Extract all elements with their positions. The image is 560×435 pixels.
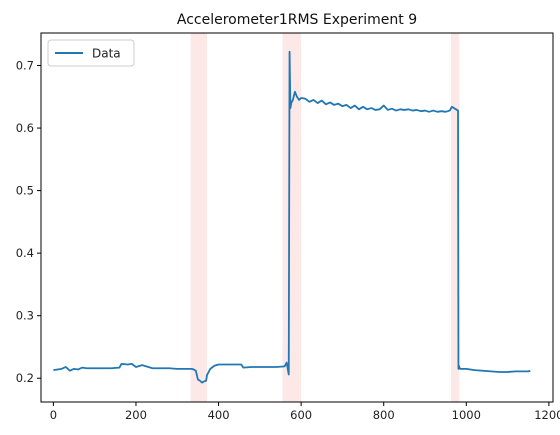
plot-frame <box>40 32 554 403</box>
highlight-region <box>282 33 302 402</box>
x-tick-label: 800 <box>373 408 395 422</box>
x-tick-label: 0 <box>50 408 57 422</box>
x-tick-label: 1000 <box>452 408 481 422</box>
x-tick-label: 1200 <box>534 408 560 422</box>
x-tick-label: 600 <box>290 408 312 422</box>
series-line <box>53 50 531 384</box>
highlight-region <box>190 33 207 402</box>
highlight-regions <box>190 33 460 402</box>
y-tick-label: 0.2 <box>16 371 34 385</box>
series-lines <box>53 50 531 384</box>
x-tick-label: 200 <box>125 408 147 422</box>
y-tick-label: 0.4 <box>16 246 34 260</box>
chart-title: Accelerometer1RMS Experiment 9 <box>177 12 417 28</box>
x-tick-label: 400 <box>208 408 230 422</box>
y-axis: 0.2 0.3 0.4 0.5 0.6 0.7 <box>16 59 41 385</box>
legend-label: Data <box>92 47 121 61</box>
x-axis: 0 200 400 600 800 1000 1200 <box>50 402 560 422</box>
legend-box <box>47 39 135 67</box>
legend: Data <box>47 39 135 67</box>
y-tick-label: 0.7 <box>16 59 34 73</box>
y-tick-label: 0.5 <box>16 184 34 198</box>
y-tick-label: 0.6 <box>16 121 34 135</box>
highlight-region <box>451 33 460 402</box>
y-tick-label: 0.3 <box>16 309 34 323</box>
